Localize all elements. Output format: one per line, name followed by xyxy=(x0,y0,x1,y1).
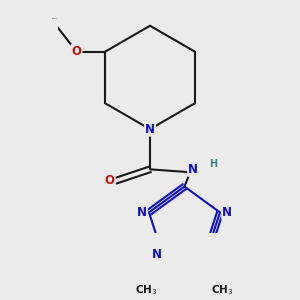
Text: N: N xyxy=(222,206,232,219)
Text: O: O xyxy=(105,174,115,187)
Text: N: N xyxy=(145,123,155,136)
Text: N: N xyxy=(137,206,147,219)
Text: CH$_3$: CH$_3$ xyxy=(211,283,233,297)
Text: N: N xyxy=(188,163,198,176)
Text: methoxy: methoxy xyxy=(52,18,58,19)
Text: CH$_3$: CH$_3$ xyxy=(136,283,158,297)
Text: H: H xyxy=(209,159,217,169)
Text: N: N xyxy=(152,248,162,261)
Text: O: O xyxy=(71,45,82,58)
